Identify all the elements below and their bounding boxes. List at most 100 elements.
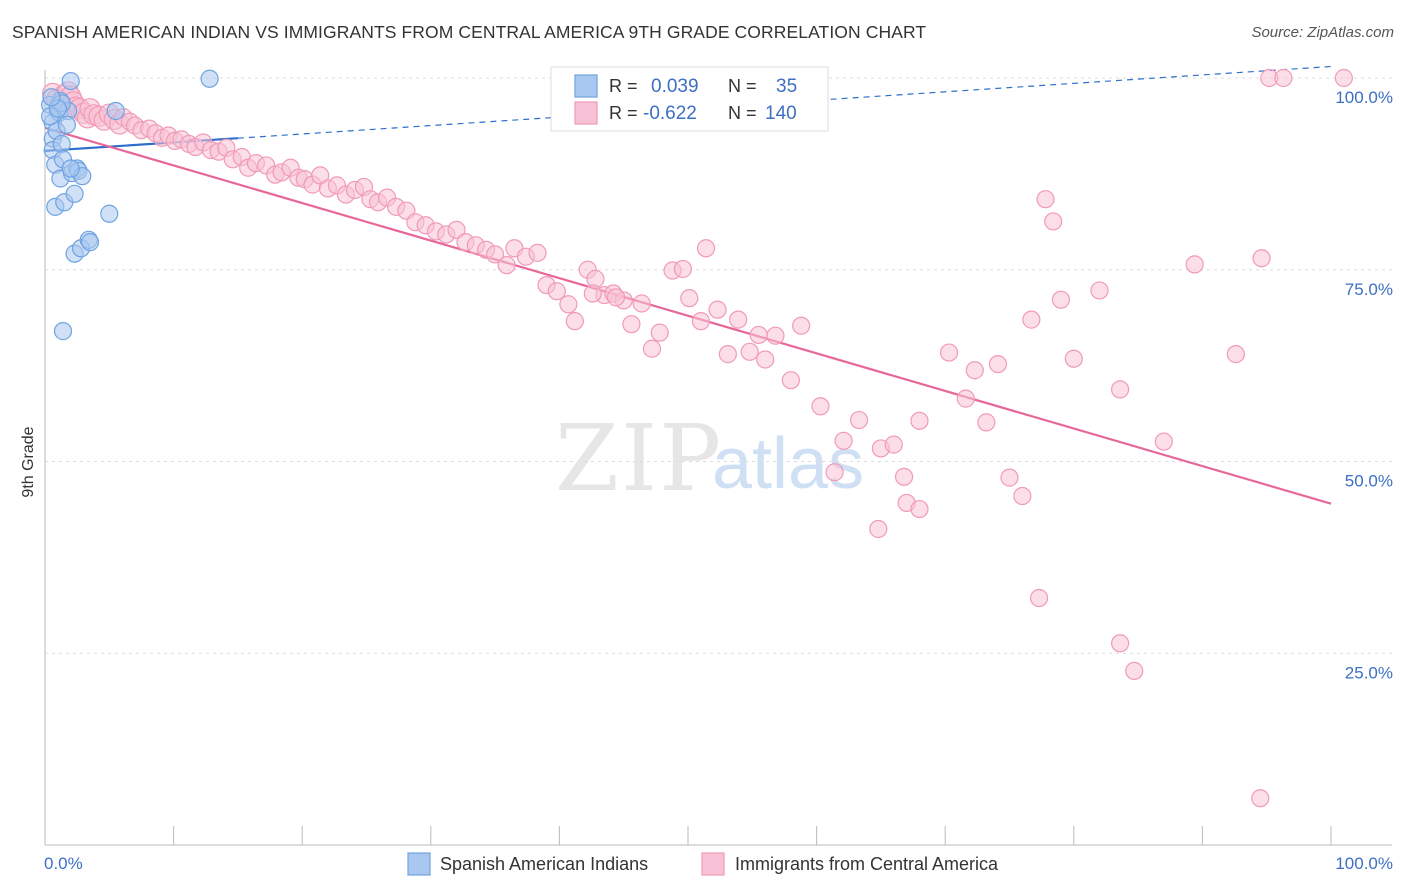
point-immigrants-central-america-68 [528,243,547,262]
point-spanish-american-indians-23 [53,322,73,341]
point-immigrants-central-america-72 [565,312,584,331]
point-spanish-american-indians-34 [42,88,61,107]
point-immigrants-central-america-118 [1051,290,1071,309]
point-spanish-american-indians-9 [52,134,71,154]
point-spanish-american-indians-28 [106,101,125,121]
legend-label-spanish-american-indians: Spanish American Indians [440,854,648,874]
point-immigrants-central-america-125 [1185,255,1204,274]
point-immigrants-central-america-109 [956,389,975,408]
point-immigrants-central-america-83 [673,259,692,279]
point-immigrants-central-america-80 [642,339,662,358]
point-immigrants-central-america-79 [632,294,651,313]
point-immigrants-central-america-71 [559,295,578,314]
point-immigrants-central-america-64 [486,245,505,264]
point-immigrants-central-america-84 [680,289,699,308]
point-immigrants-central-america-103 [884,435,903,454]
stats-r-value-2: -0.622 [643,103,697,124]
chart-title: SPANISH AMERICAN INDIAN VS IMMIGRANTS FR… [12,22,927,42]
watermark-zip: ZIP [555,405,723,512]
y-tick-labels: 25.0% 50.0% 75.0% 100.0% [1335,88,1393,682]
point-spanish-american-indians-33 [61,159,80,178]
point-spanish-american-indians-29 [200,69,219,88]
point-immigrants-central-america-78 [622,315,641,334]
series-legend: Spanish American Indians Immigrants from… [407,852,999,876]
point-spanish-american-indians-24 [61,71,80,91]
point-immigrants-central-america-93 [749,325,768,345]
legend-swatch-immigrants-central-america [701,852,725,876]
point-immigrants-central-america-111 [977,413,996,432]
source-credit: Source: ZipAtlas.com [1251,24,1394,41]
stats-swatch-pink [574,101,598,125]
point-immigrants-central-america-131 [1334,68,1353,88]
stats-n-value-1: 35 [776,76,797,97]
point-immigrants-central-america-117 [1044,212,1063,231]
x-tick-label-min: 0.0% [44,854,83,873]
axes [44,70,1392,846]
point-spanish-american-indians-26 [80,233,100,252]
point-immigrants-central-america-105 [869,519,888,539]
point-immigrants-central-america-99 [825,463,844,482]
point-immigrants-central-america-130 [1274,68,1293,88]
point-immigrants-central-america-124 [1154,432,1173,451]
point-immigrants-central-america-110 [965,361,984,380]
point-immigrants-central-america-60 [447,220,466,239]
point-immigrants-central-america-123 [1125,661,1144,680]
point-immigrants-central-america-95 [766,326,785,345]
point-immigrants-central-america-121 [1110,380,1130,399]
point-immigrants-central-america-70 [547,282,566,301]
point-immigrants-central-america-126 [1226,345,1245,364]
point-immigrants-central-america-120 [1090,281,1109,300]
data-points [41,68,1353,808]
point-immigrants-central-america-65 [497,256,516,275]
point-immigrants-central-america-108 [939,343,959,362]
point-immigrants-central-america-88 [696,239,716,258]
legend-swatch-spanish-american-indians [407,852,431,876]
trend-line-immigrants-central-america [44,126,1332,505]
point-immigrants-central-america-87 [606,288,626,307]
y-tick-label-25: 25.0% [1345,663,1393,682]
point-immigrants-central-america-97 [792,316,811,335]
point-spanish-american-indians-15 [57,115,76,134]
y-tick-label-50: 50.0% [1345,472,1393,491]
legend-label-immigrants-central-america: Immigrants from Central America [735,854,999,874]
point-immigrants-central-america-106 [910,499,929,519]
point-immigrants-central-america-86 [583,284,602,303]
point-immigrants-central-america-107 [910,411,929,430]
point-immigrants-central-america-96 [781,371,800,390]
point-immigrants-central-america-127 [1252,249,1271,268]
point-immigrants-central-america-90 [718,345,737,364]
stats-r-value-1: 0.039 [651,76,699,97]
point-immigrants-central-america-138 [1029,588,1049,608]
point-immigrants-central-america-112 [988,354,1008,374]
y-axis-label: 9th Grade [20,426,37,497]
point-spanish-american-indians-17 [65,184,84,203]
point-immigrants-central-america-81 [650,323,669,342]
stats-n-label-1: N = [728,76,757,96]
point-immigrants-central-america-139 [894,467,914,486]
x-tick-label-max: 100.0% [1335,854,1393,873]
point-immigrants-central-america-101 [849,410,869,430]
y-tick-label-75: 75.0% [1345,280,1393,299]
point-immigrants-central-america-115 [1022,310,1041,329]
stats-legend: R = 0.039 N = 35 R = -0.622 N = 140 [550,66,829,132]
stats-n-label-2: N = [728,103,757,123]
point-immigrants-central-america-122 [1110,634,1130,653]
point-immigrants-central-america-98 [811,397,830,416]
point-immigrants-central-america-85 [691,312,710,331]
point-immigrants-central-america-128 [1251,789,1270,808]
point-immigrants-central-america-119 [1064,349,1083,368]
point-immigrants-central-america-100 [834,431,853,450]
point-immigrants-central-america-91 [729,310,748,329]
point-immigrants-central-america-114 [1013,486,1032,506]
stats-r-label-2: R = [609,103,638,123]
point-immigrants-central-america-94 [756,350,775,369]
stats-r-label-1: R = [609,76,638,96]
point-immigrants-central-america-113 [1000,468,1019,487]
y-tick-label-100: 100.0% [1335,88,1393,107]
point-immigrants-central-america-89 [708,300,727,319]
point-immigrants-central-america-92 [740,342,759,361]
stats-swatch-blue [574,74,598,98]
stats-n-value-2: 140 [765,103,797,124]
point-spanish-american-indians-27 [100,204,119,223]
